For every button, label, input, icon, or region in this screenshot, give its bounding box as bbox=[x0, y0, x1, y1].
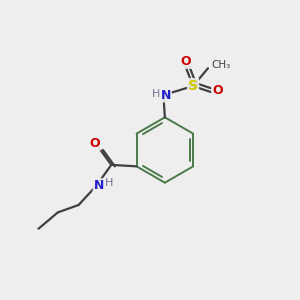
Text: H: H bbox=[152, 88, 160, 98]
Text: O: O bbox=[90, 137, 100, 150]
Text: O: O bbox=[212, 84, 223, 97]
Text: S: S bbox=[188, 79, 198, 93]
Text: O: O bbox=[180, 55, 191, 68]
Text: CH₃: CH₃ bbox=[211, 60, 230, 70]
Text: N: N bbox=[160, 88, 171, 101]
Text: H: H bbox=[105, 178, 113, 188]
Text: N: N bbox=[94, 179, 104, 192]
